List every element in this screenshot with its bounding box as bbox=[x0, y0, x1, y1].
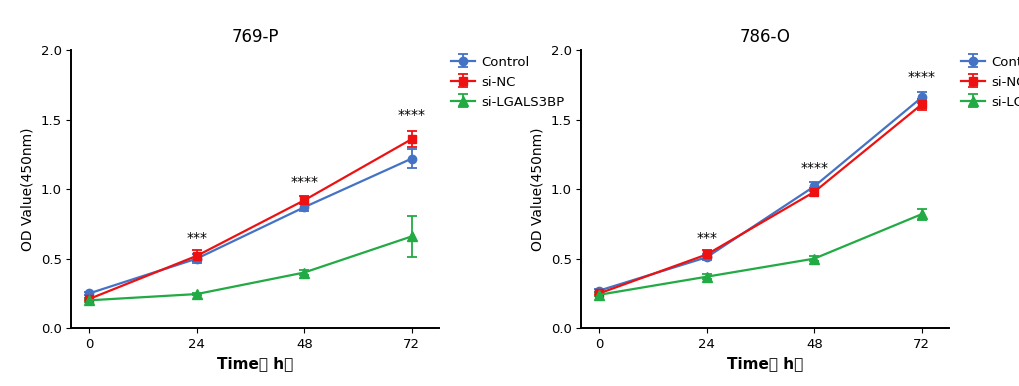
Y-axis label: OD Value(450nm): OD Value(450nm) bbox=[21, 127, 35, 251]
Legend: Control, si-NC, si-LGALS3BP: Control, si-NC, si-LGALS3BP bbox=[445, 50, 570, 114]
Text: ***: *** bbox=[696, 231, 716, 245]
Text: ****: **** bbox=[800, 161, 827, 175]
Title: 769-P: 769-P bbox=[231, 28, 278, 46]
Text: ****: **** bbox=[397, 108, 425, 122]
Legend: Control, si-NC, si-LGALS3BP: Control, si-NC, si-LGALS3BP bbox=[955, 50, 1019, 114]
Y-axis label: OD Value(450nm): OD Value(450nm) bbox=[531, 127, 544, 251]
Title: 786-O: 786-O bbox=[739, 28, 790, 46]
Text: ***: *** bbox=[186, 232, 207, 245]
Text: ****: **** bbox=[290, 175, 318, 189]
X-axis label: Time（ h）: Time（ h） bbox=[217, 356, 292, 371]
Text: ****: **** bbox=[907, 69, 934, 83]
X-axis label: Time（ h）: Time（ h） bbox=[727, 356, 802, 371]
